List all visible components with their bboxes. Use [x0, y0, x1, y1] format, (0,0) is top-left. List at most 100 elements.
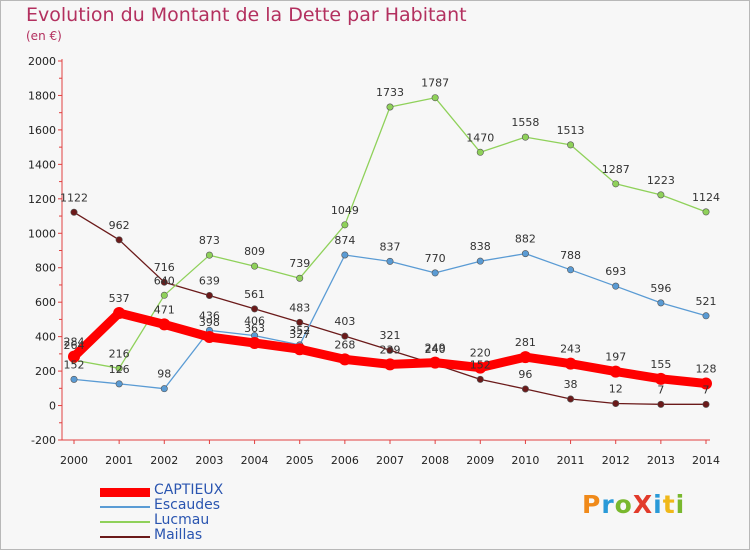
- point-captieux-2008: [429, 356, 442, 369]
- point-lucmau-2006: [341, 221, 349, 229]
- x-tick-label-2005: 2005: [286, 454, 314, 467]
- point-escaudes-2012: [612, 282, 620, 290]
- data-label-lucmau-2009: 1470: [466, 131, 494, 144]
- point-lucmau-2012: [612, 180, 620, 188]
- data-label-maillas-2003: 639: [199, 274, 220, 287]
- point-captieux-2000: [68, 350, 80, 363]
- point-maillas-2001: [115, 236, 123, 244]
- point-maillas-2010: [521, 385, 529, 393]
- data-label-captieux-2013: 155: [650, 358, 671, 371]
- data-label-captieux-2003: 398: [199, 316, 220, 329]
- point-lucmau-2005: [296, 274, 304, 282]
- point-escaudes-2000: [70, 375, 78, 383]
- data-label-captieux-2000: 284: [64, 336, 85, 349]
- legend-label-maillas: Maillas: [154, 527, 203, 543]
- point-captieux-2007: [384, 358, 396, 371]
- y-tick-label-200: 200: [35, 365, 56, 378]
- data-label-escaudes-2007: 837: [380, 240, 401, 253]
- point-escaudes-2010: [521, 250, 529, 258]
- point-captieux-2010: [519, 351, 532, 364]
- point-maillas-2014: [702, 400, 710, 408]
- data-label-maillas-2005: 483: [289, 301, 310, 314]
- y-tick-label-2000: 2000: [28, 55, 56, 68]
- data-label-captieux-2010: 281: [515, 336, 536, 349]
- data-label-maillas-2001: 962: [109, 219, 130, 232]
- point-lucmau-2003: [205, 251, 213, 259]
- data-label-maillas-2014: 7: [703, 383, 710, 396]
- y-tick-label-1200: 1200: [28, 193, 56, 206]
- point-lucmau-2001: [115, 364, 123, 372]
- logo-letter: X: [632, 490, 654, 519]
- y-tick-label-600: 600: [35, 296, 56, 309]
- data-label-escaudes-2003: 436: [199, 309, 220, 322]
- point-maillas-2000: [70, 208, 78, 216]
- data-label-escaudes-2014: 521: [696, 295, 717, 308]
- chart-subtitle: (en €): [26, 29, 62, 43]
- x-tick-label-2013: 2013: [647, 454, 675, 467]
- point-lucmau-2008: [431, 94, 439, 102]
- proxiti-logo: ProXiti: [582, 490, 685, 519]
- data-label-lucmau-2013: 1223: [647, 174, 675, 187]
- x-tick-label-2002: 2002: [150, 454, 178, 467]
- point-escaudes-2009: [476, 257, 484, 265]
- point-lucmau-2004: [251, 262, 259, 270]
- data-label-lucmau-2004: 809: [244, 245, 265, 258]
- data-label-escaudes-2002: 98: [157, 368, 171, 381]
- data-label-lucmau-2003: 873: [199, 234, 220, 247]
- point-captieux-2013: [654, 372, 667, 385]
- legend-label-escaudes: Escaudes: [154, 497, 221, 513]
- data-label-escaudes-2004: 406: [244, 315, 265, 328]
- point-captieux-2004: [248, 337, 261, 350]
- data-label-lucmau-2001: 216: [109, 347, 130, 360]
- legend-swatch-maillas: [100, 536, 150, 538]
- logo-letter: i: [675, 490, 686, 519]
- data-label-escaudes-2011: 788: [560, 249, 581, 262]
- data-label-captieux-2005: 327: [289, 328, 310, 341]
- point-maillas-2005: [296, 318, 304, 326]
- point-maillas-2011: [567, 395, 575, 403]
- y-tick-label-800: 800: [35, 262, 56, 275]
- point-captieux-2005: [293, 343, 306, 356]
- data-label-maillas-2012: 12: [609, 382, 623, 395]
- x-tick-label-2012: 2012: [602, 454, 630, 467]
- data-label-maillas-2006: 403: [334, 315, 355, 328]
- data-label-maillas-2009: 152: [470, 358, 491, 371]
- point-maillas-2009: [476, 375, 484, 383]
- logo-letter: o: [614, 490, 633, 519]
- data-label-captieux-2008: 249: [425, 342, 446, 355]
- point-captieux-2003: [203, 330, 216, 343]
- y-tick-label--200: -200: [31, 434, 56, 447]
- data-label-escaudes-2001: 126: [109, 363, 130, 376]
- data-label-maillas-2011: 38: [564, 378, 578, 391]
- y-tick-label-1000: 1000: [28, 227, 56, 240]
- point-lucmau-2009: [476, 148, 484, 156]
- data-label-escaudes-2013: 596: [650, 282, 671, 295]
- point-lucmau-2014: [702, 208, 710, 216]
- legend-label-captieux: CAPTIEUX: [154, 482, 224, 498]
- point-escaudes-2008: [431, 269, 439, 277]
- point-escaudes-2001: [115, 380, 123, 388]
- x-tick-label-2000: 2000: [60, 454, 88, 467]
- data-label-captieux-2006: 268: [334, 338, 355, 351]
- point-maillas-2002: [160, 278, 168, 286]
- chart-title: Evolution du Montant de la Dette par Hab…: [26, 4, 467, 26]
- point-captieux-2014: [700, 377, 712, 390]
- data-label-escaudes-2000: 152: [64, 358, 85, 371]
- point-maillas-2003: [205, 291, 213, 299]
- point-maillas-2006: [341, 332, 349, 340]
- data-label-maillas-2002: 716: [154, 261, 175, 274]
- point-captieux-2011: [564, 357, 577, 370]
- x-tick-label-2008: 2008: [421, 454, 449, 467]
- data-label-captieux-2004: 363: [244, 322, 265, 335]
- data-label-maillas-2007: 321: [380, 329, 401, 342]
- legend-swatch-lucmau: [100, 521, 150, 523]
- logo-letter: r: [601, 490, 615, 519]
- data-label-lucmau-2010: 1558: [511, 116, 539, 129]
- data-label-lucmau-2012: 1287: [602, 163, 630, 176]
- point-escaudes-2014: [702, 312, 710, 320]
- x-tick-label-2011: 2011: [557, 454, 585, 467]
- point-captieux-2001: [113, 307, 126, 320]
- data-label-captieux-2009: 220: [470, 347, 491, 360]
